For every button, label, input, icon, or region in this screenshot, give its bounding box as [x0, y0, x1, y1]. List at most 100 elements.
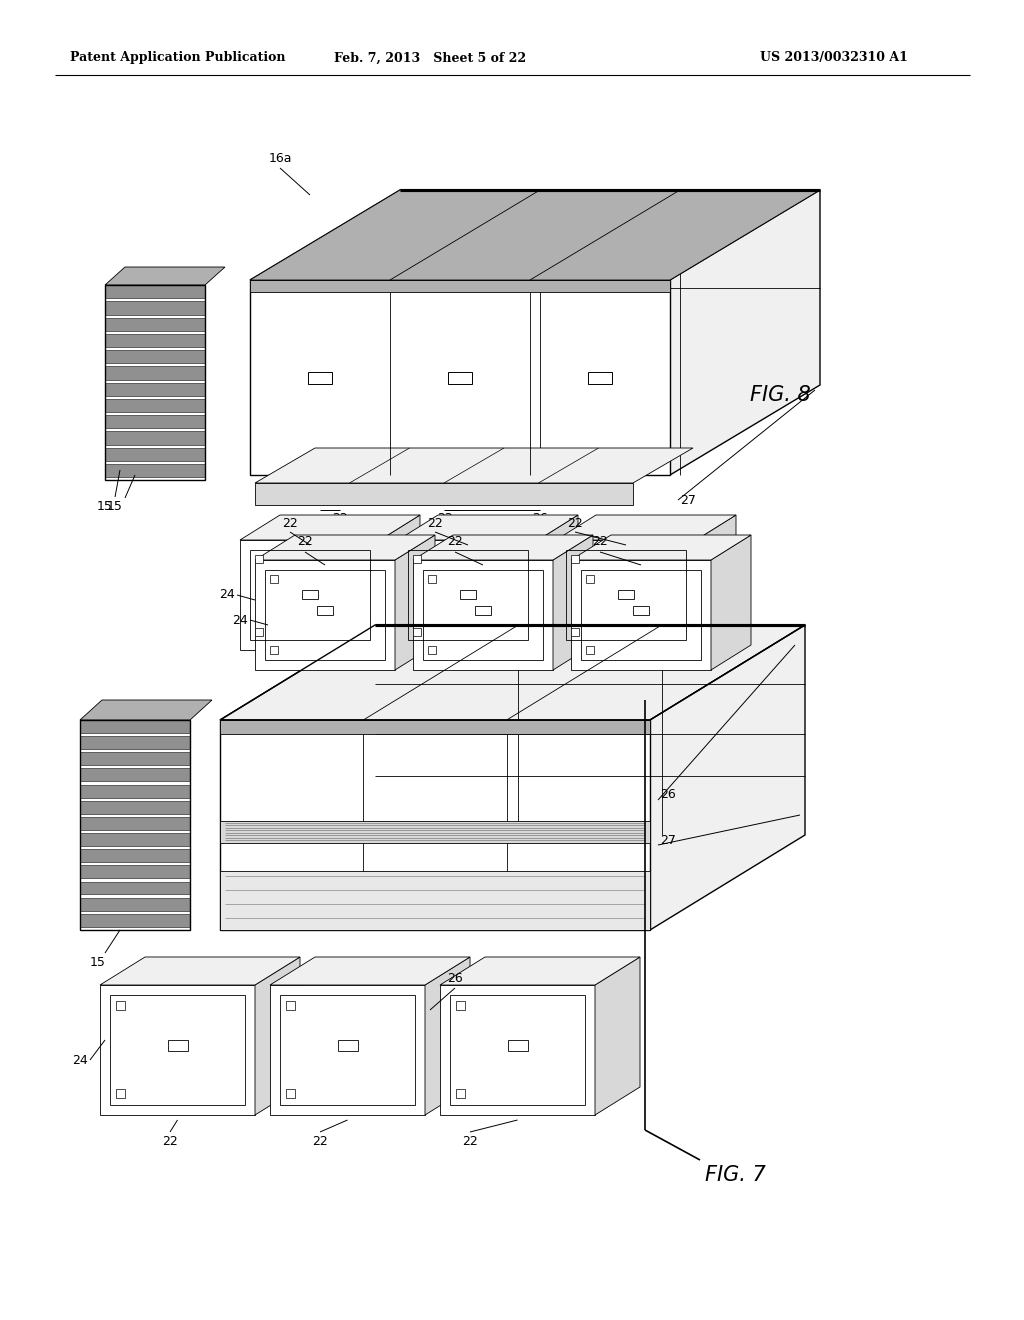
Text: 27: 27: [660, 833, 676, 846]
Text: FIG. 7: FIG. 7: [705, 1166, 766, 1185]
Polygon shape: [80, 866, 190, 878]
Bar: [286, 1001, 295, 1010]
Polygon shape: [270, 957, 470, 985]
Polygon shape: [255, 535, 435, 560]
Text: 24: 24: [232, 614, 248, 627]
Polygon shape: [270, 985, 425, 1115]
Text: 15: 15: [90, 956, 105, 969]
Text: 15: 15: [108, 500, 123, 513]
Text: 24: 24: [73, 1053, 88, 1067]
Polygon shape: [553, 535, 593, 671]
Bar: [317, 606, 333, 615]
Polygon shape: [255, 447, 693, 483]
Polygon shape: [105, 350, 205, 363]
Text: 26: 26: [660, 788, 676, 801]
Polygon shape: [80, 833, 190, 846]
Polygon shape: [80, 719, 190, 733]
Polygon shape: [105, 463, 205, 477]
Polygon shape: [250, 190, 820, 280]
Text: 22: 22: [447, 535, 463, 548]
Bar: [270, 645, 278, 653]
Text: US 2013/0032310 A1: US 2013/0032310 A1: [760, 51, 908, 65]
Polygon shape: [240, 515, 420, 540]
Text: 26: 26: [447, 972, 463, 985]
Polygon shape: [105, 285, 205, 298]
Bar: [338, 1040, 357, 1051]
Bar: [456, 1089, 465, 1098]
Polygon shape: [398, 515, 578, 540]
Text: 22: 22: [427, 517, 442, 531]
Bar: [255, 628, 263, 636]
Bar: [581, 570, 701, 660]
Polygon shape: [105, 432, 205, 445]
Polygon shape: [711, 535, 751, 671]
Polygon shape: [255, 483, 633, 506]
Polygon shape: [100, 985, 255, 1115]
Polygon shape: [105, 447, 205, 461]
Bar: [508, 1040, 527, 1051]
Polygon shape: [105, 318, 205, 331]
Polygon shape: [650, 624, 805, 931]
Polygon shape: [413, 560, 553, 671]
Polygon shape: [80, 737, 190, 748]
Text: Patent Application Publication: Patent Application Publication: [70, 51, 286, 65]
Text: 22: 22: [592, 535, 608, 548]
Polygon shape: [440, 985, 595, 1115]
Polygon shape: [220, 719, 650, 931]
Bar: [250, 550, 370, 640]
Text: 22: 22: [297, 535, 313, 548]
Text: 22: 22: [437, 512, 453, 525]
Bar: [423, 570, 543, 660]
Polygon shape: [556, 540, 696, 649]
Polygon shape: [80, 913, 190, 927]
Polygon shape: [220, 821, 650, 842]
Text: 16a: 16a: [268, 152, 292, 165]
Polygon shape: [105, 399, 205, 412]
Polygon shape: [250, 280, 670, 475]
Polygon shape: [80, 801, 190, 813]
Polygon shape: [100, 957, 300, 985]
Bar: [571, 628, 579, 636]
Bar: [286, 1089, 295, 1098]
Bar: [308, 371, 332, 384]
Polygon shape: [105, 301, 205, 314]
Bar: [408, 550, 528, 640]
Bar: [428, 645, 436, 653]
Bar: [475, 606, 490, 615]
Text: 24: 24: [219, 589, 234, 602]
Bar: [270, 576, 278, 583]
Polygon shape: [220, 624, 805, 719]
Bar: [588, 371, 612, 384]
Text: 15: 15: [97, 500, 113, 513]
Text: FIG. 8: FIG. 8: [750, 385, 811, 405]
Bar: [413, 554, 421, 564]
Bar: [168, 1040, 187, 1051]
Bar: [110, 995, 245, 1105]
Bar: [571, 554, 579, 564]
Polygon shape: [571, 535, 751, 560]
Bar: [586, 576, 594, 583]
Text: 22: 22: [162, 1135, 178, 1148]
Polygon shape: [105, 267, 225, 285]
Polygon shape: [80, 784, 190, 797]
Bar: [280, 995, 415, 1105]
Bar: [618, 590, 634, 598]
Polygon shape: [538, 515, 578, 649]
Polygon shape: [571, 560, 711, 671]
Polygon shape: [395, 535, 435, 671]
Polygon shape: [556, 515, 736, 540]
Polygon shape: [595, 957, 640, 1115]
Text: 22: 22: [283, 517, 298, 531]
Polygon shape: [440, 957, 640, 985]
Polygon shape: [398, 540, 538, 649]
Polygon shape: [105, 366, 205, 380]
Polygon shape: [413, 535, 593, 560]
Polygon shape: [670, 190, 820, 475]
Polygon shape: [80, 700, 212, 719]
Polygon shape: [220, 871, 650, 931]
Bar: [566, 550, 686, 640]
Polygon shape: [250, 190, 820, 280]
Polygon shape: [105, 414, 205, 428]
Polygon shape: [696, 515, 736, 649]
Bar: [586, 645, 594, 653]
